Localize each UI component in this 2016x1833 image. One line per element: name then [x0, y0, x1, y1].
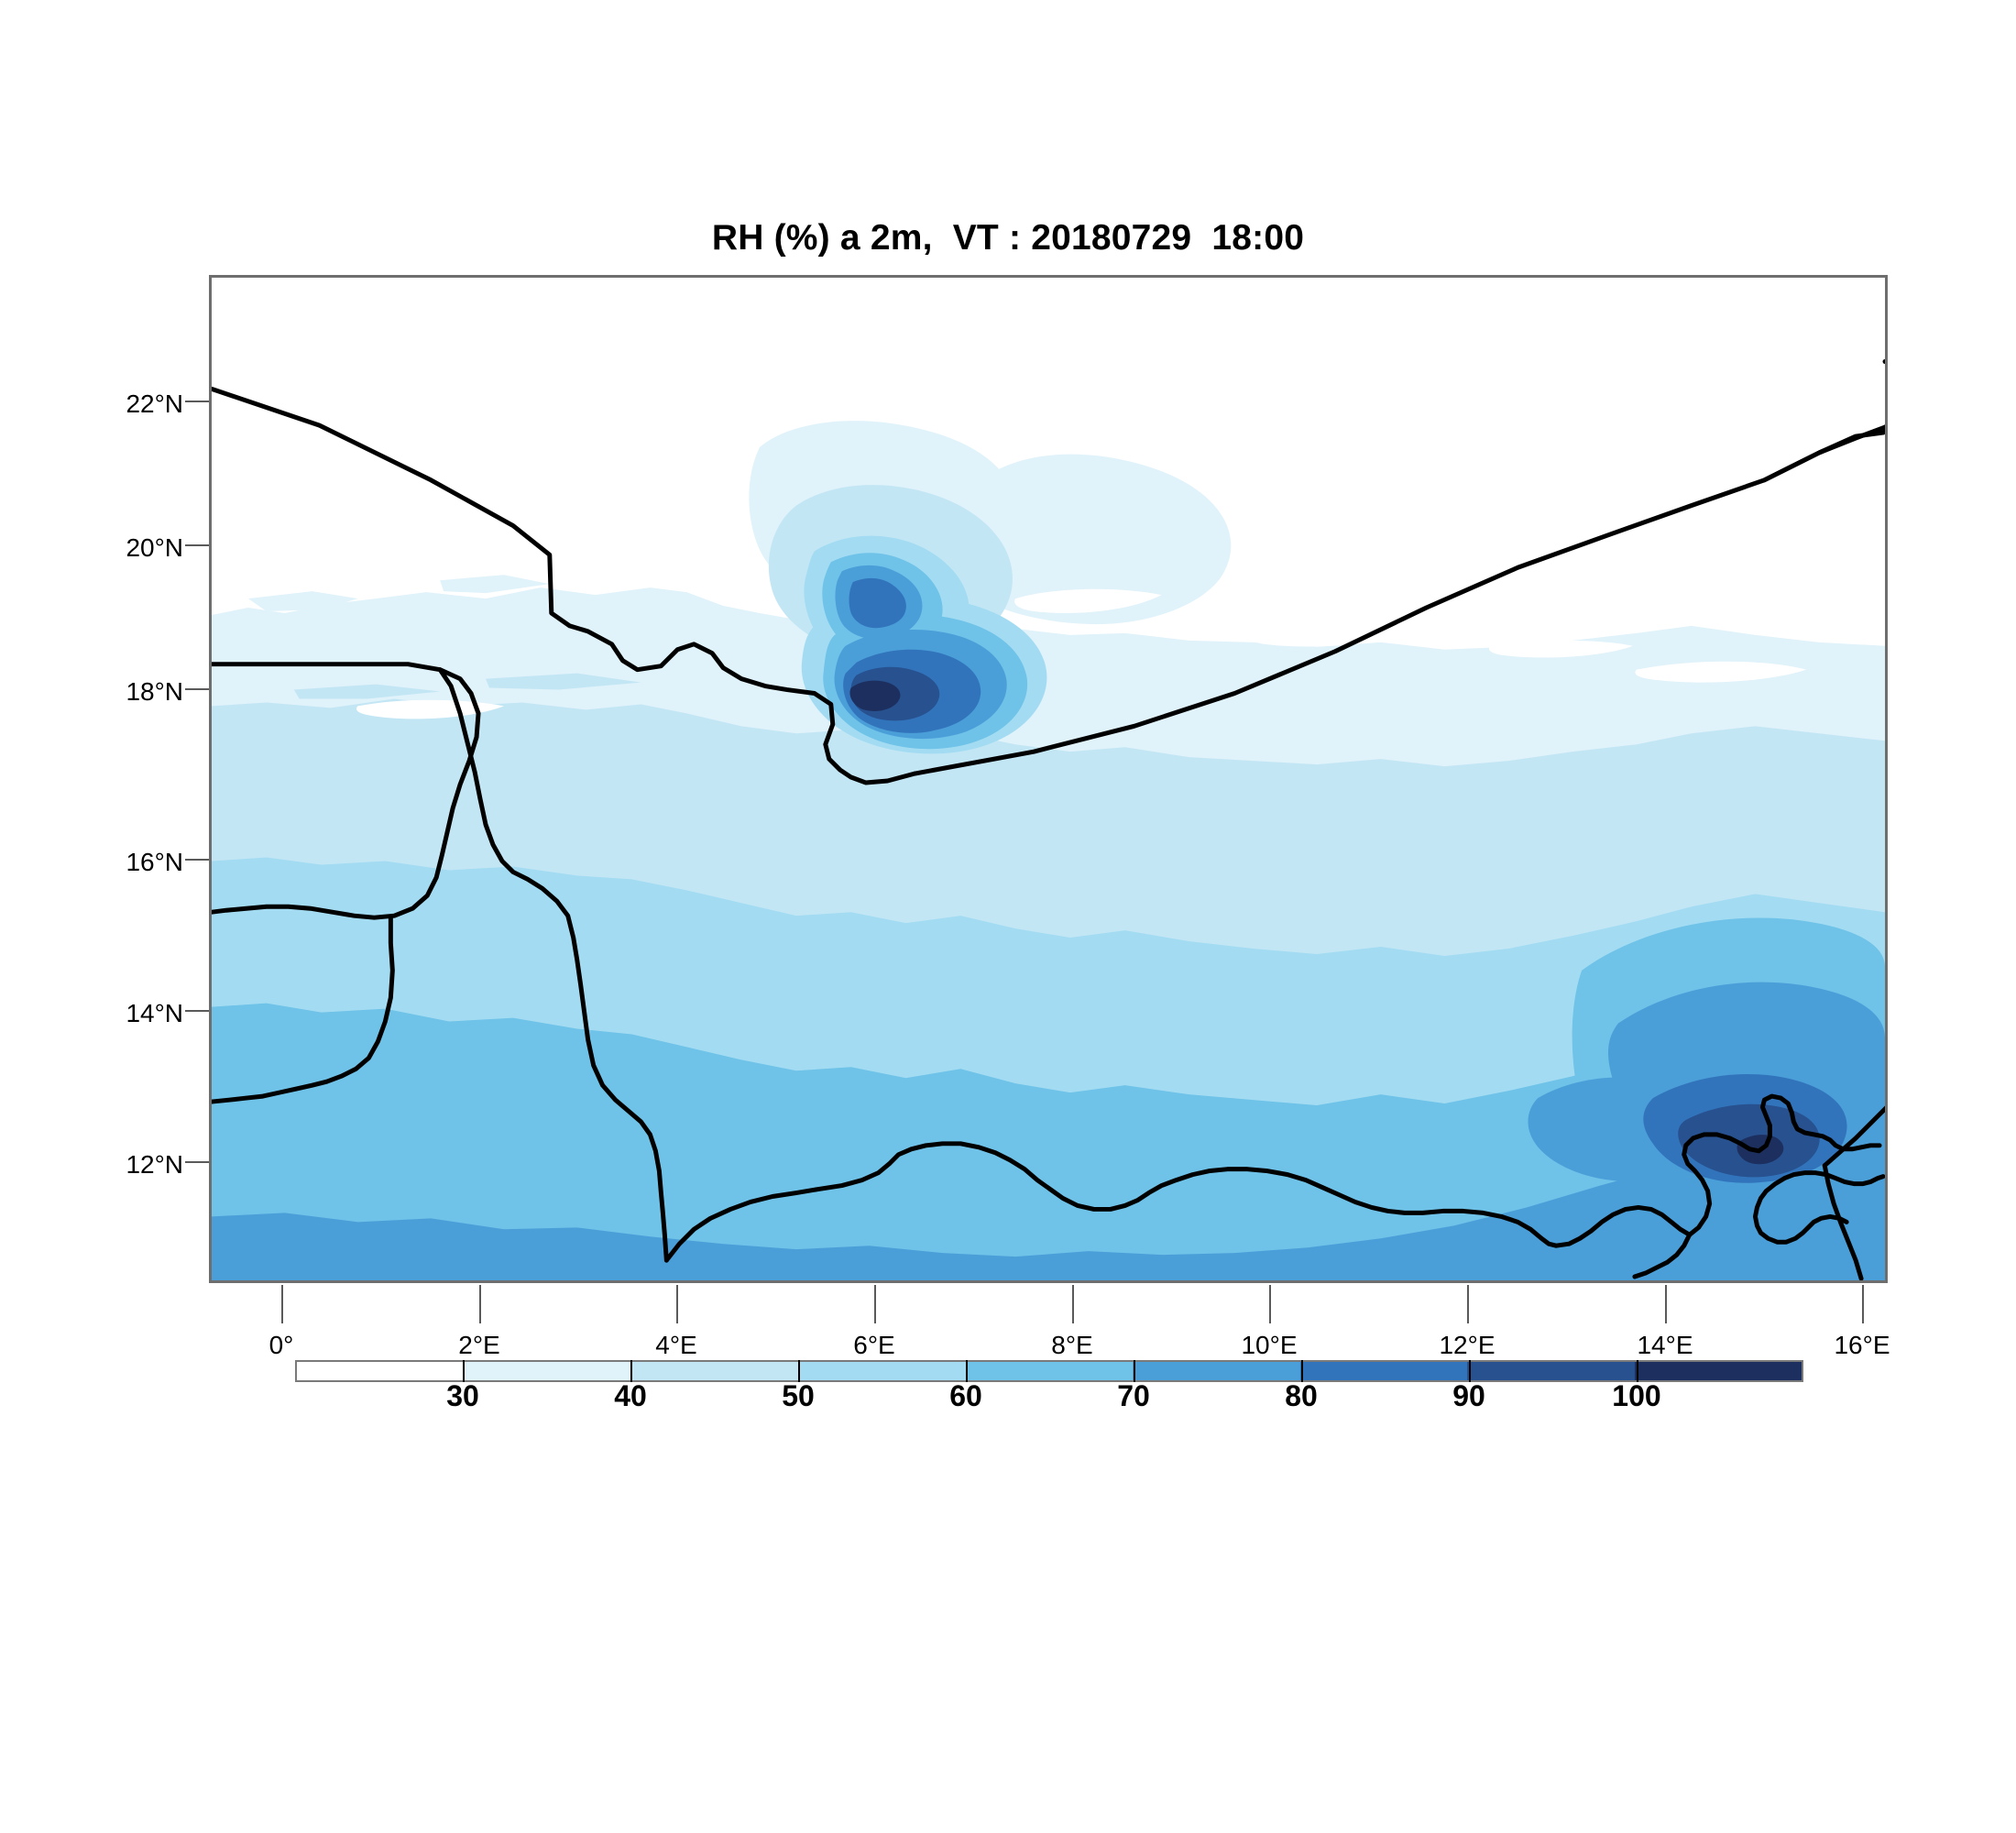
colorbar-label-30: 30 — [446, 1379, 479, 1412]
colorbar[interactable] — [295, 1360, 1803, 1382]
x-axis-label-12e: 12°E — [1439, 1331, 1496, 1359]
colorbar-label-40: 40 — [614, 1379, 647, 1412]
y-axis-tick-18n — [185, 688, 211, 690]
colorbar-tick-50 — [798, 1360, 800, 1382]
map-canvas — [212, 278, 1885, 1280]
colorbar-label-90: 90 — [1452, 1379, 1485, 1412]
y-axis-label-18n: 18°N — [126, 677, 183, 706]
y-axis-tick-12n — [185, 1161, 211, 1163]
y-axis-label-16n: 16°N — [126, 848, 183, 876]
colorbar-segment-1 — [297, 1362, 465, 1380]
rh-dry-patches — [356, 588, 1807, 719]
colorbar-tick-90 — [1469, 1360, 1471, 1382]
colorbar-tick-80 — [1301, 1360, 1303, 1382]
x-axis-label-10e: 10°E — [1241, 1331, 1298, 1359]
colorbar-segment-4 — [798, 1362, 966, 1380]
x-axis-tick-14e — [1665, 1285, 1667, 1323]
x-axis-tick-16e — [1862, 1285, 1864, 1323]
x-axis-tick-2e — [479, 1285, 481, 1323]
colorbar-label-70: 70 — [1117, 1379, 1150, 1412]
y-axis-tick-22n — [185, 401, 211, 402]
colorbar-segment-3 — [630, 1362, 799, 1380]
colorbar-tick-100 — [1637, 1360, 1638, 1382]
colorbar-label-60: 60 — [949, 1379, 982, 1412]
colorbar-tick-30 — [463, 1360, 465, 1382]
colorbar-segment-7 — [1299, 1362, 1468, 1380]
x-axis-tick-0 — [281, 1285, 283, 1323]
x-axis-label-4e: 4°E — [655, 1331, 697, 1359]
x-axis-tick-6e — [874, 1285, 876, 1323]
x-axis-tick-12e — [1467, 1285, 1469, 1323]
colorbar-tick-70 — [1134, 1360, 1135, 1382]
colorbar-label-80: 80 — [1285, 1379, 1318, 1412]
colorbar-tick-60 — [966, 1360, 968, 1382]
colorbar-segment-8 — [1467, 1362, 1635, 1380]
y-axis-label-20n: 20°N — [126, 533, 183, 562]
colorbar-label-100: 100 — [1612, 1379, 1661, 1412]
x-axis-label-0: 0° — [268, 1331, 294, 1359]
x-axis-label-16e: 16°E — [1834, 1331, 1890, 1359]
y-axis-label-14n: 14°N — [126, 999, 183, 1027]
y-axis-tick-20n — [185, 544, 211, 546]
page-title: RH (%) a 2m, VT : 20180729 18:00 — [711, 218, 1305, 258]
colorbar-label-50: 50 — [782, 1379, 815, 1412]
colorbar-segment-5 — [965, 1362, 1134, 1380]
colorbar-segment-6 — [1133, 1362, 1300, 1380]
x-axis-label-6e: 6°E — [853, 1331, 895, 1359]
x-axis-tick-10e — [1269, 1285, 1271, 1323]
x-axis-tick-8e — [1072, 1285, 1074, 1323]
country-borders — [212, 359, 1885, 1280]
map-plot-area[interactable] — [209, 275, 1888, 1283]
y-axis-tick-14n — [185, 1010, 211, 1012]
y-axis-label-12n: 12°N — [126, 1150, 183, 1179]
x-axis-label-2e: 2°E — [458, 1331, 500, 1359]
y-axis-tick-16n — [185, 859, 211, 861]
x-axis-label-8e: 8°E — [1051, 1331, 1093, 1359]
colorbar-segment-2 — [464, 1362, 631, 1380]
colorbar-segment-9 — [1634, 1362, 1802, 1380]
y-axis-label-22n: 22°N — [126, 390, 183, 418]
humidity-field — [212, 278, 1885, 1280]
x-axis-label-14e: 14°E — [1637, 1331, 1693, 1359]
x-axis-tick-4e — [676, 1285, 678, 1323]
colorbar-tick-40 — [630, 1360, 632, 1382]
